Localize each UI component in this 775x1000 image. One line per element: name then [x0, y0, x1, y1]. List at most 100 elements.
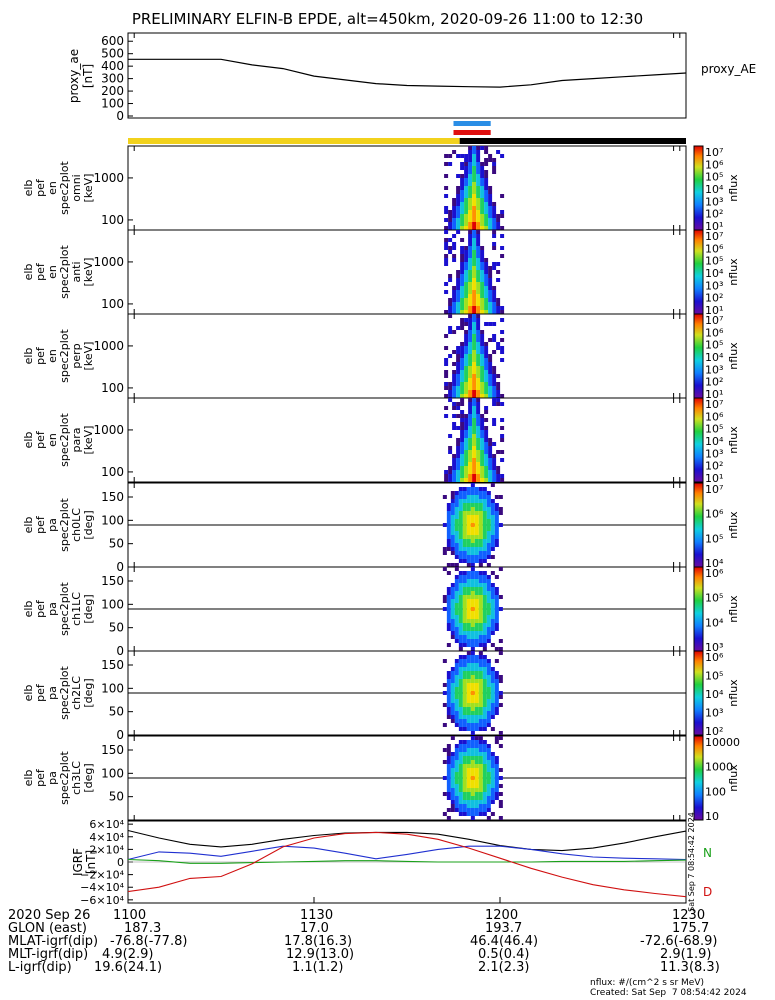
spec-cell	[500, 450, 505, 454]
spec-cell	[470, 531, 475, 535]
spec-cell	[480, 310, 485, 314]
spec-cell	[472, 334, 477, 338]
spec-cell	[490, 760, 495, 764]
spec-cell	[470, 519, 475, 523]
spec-cell	[474, 507, 479, 511]
spec-cell	[472, 182, 477, 186]
colorbar-tick-label: 10⁷	[705, 398, 723, 411]
spec-cell	[490, 571, 495, 575]
spec-cell	[450, 764, 455, 768]
spec-cell	[496, 306, 501, 310]
colorbar-tick-label: 10³	[705, 641, 723, 654]
spec-cell	[464, 162, 469, 166]
spec-cell	[460, 226, 465, 230]
spec-cell	[480, 390, 485, 394]
spec-cell	[496, 310, 501, 314]
spec-ylabel: para	[70, 428, 83, 453]
spec-cell	[452, 254, 457, 258]
spec-cell	[446, 675, 451, 679]
spec-cell	[496, 342, 501, 346]
spec-cell	[486, 587, 491, 591]
spec-cell	[490, 599, 495, 603]
spec-cell	[462, 615, 467, 619]
spec-cell	[494, 511, 499, 515]
spec-cell	[490, 583, 495, 587]
spec-cell	[448, 210, 453, 214]
spec-cell	[446, 571, 451, 575]
spec-ylabel: ch2LC	[70, 676, 83, 710]
spec-cell	[474, 667, 479, 671]
spec-cell	[464, 478, 469, 482]
spec-cell	[470, 691, 475, 695]
spec-cell	[484, 378, 489, 382]
spec-cell	[454, 535, 459, 539]
spec-cell	[476, 234, 481, 238]
spec-ylabel: ch0LC	[70, 508, 83, 542]
spec-cell	[494, 711, 499, 715]
spec-cell	[490, 511, 495, 515]
spec-cell	[482, 699, 487, 703]
spec-cell	[496, 218, 501, 222]
spec-cell	[470, 499, 475, 503]
spec-cell	[480, 462, 485, 466]
spec-cell	[468, 278, 473, 282]
colorbar-tick-label: 10⁵	[705, 592, 723, 605]
spec-cell	[464, 454, 469, 458]
spec-cell	[498, 776, 503, 780]
spec-cell	[462, 695, 467, 699]
spec-cell	[464, 210, 469, 214]
spec-cell	[450, 703, 455, 707]
spec-cell	[496, 382, 501, 386]
spec-cell	[484, 266, 489, 270]
spec-cell	[472, 174, 477, 178]
spec-cell	[480, 306, 485, 310]
spec-cell	[480, 270, 485, 274]
spec-cell	[446, 816, 451, 820]
spec-cell	[476, 250, 481, 254]
spec-cell	[486, 816, 491, 820]
spec-cell	[472, 234, 477, 238]
spec-cell	[478, 675, 483, 679]
spec-cell	[460, 350, 465, 354]
spec-cell	[474, 675, 479, 679]
spec-cell	[464, 290, 469, 294]
spec-cell	[460, 434, 465, 438]
colorbar-tick-label: 10²	[705, 460, 723, 473]
spec-cell	[450, 539, 455, 543]
spec-cell	[454, 635, 459, 639]
spec-cell	[464, 414, 469, 418]
spec-cell	[454, 748, 459, 752]
spec-cell	[470, 483, 475, 487]
spec-cell	[488, 454, 493, 458]
spec-cell	[458, 587, 463, 591]
spec-cell	[494, 515, 499, 519]
spec-cell	[456, 270, 461, 274]
igrf-series-line	[127, 845, 687, 861]
spec-cell	[446, 780, 451, 784]
spec-cell	[458, 619, 463, 623]
spec-cell	[498, 691, 503, 695]
spec-cell	[458, 808, 463, 812]
spec-cell	[462, 804, 467, 808]
spec-cell	[498, 784, 503, 788]
spec-cell	[452, 462, 457, 466]
colorbar	[693, 397, 704, 483]
spec-cell	[442, 595, 447, 599]
spec-ylabel: pef	[34, 515, 47, 534]
spec-cell	[462, 495, 467, 499]
spec-cell	[454, 595, 459, 599]
spec-cell	[458, 635, 463, 639]
spec-cell	[458, 643, 463, 647]
spec-cell	[458, 507, 463, 511]
spec-cell	[454, 788, 459, 792]
spec-cell	[468, 374, 473, 378]
spec-cell	[476, 402, 481, 406]
spec-cell	[482, 748, 487, 752]
spec-cell	[448, 302, 453, 306]
spec-cell	[500, 210, 505, 214]
spec-cell	[460, 270, 465, 274]
spec-cell	[472, 454, 477, 458]
spec-cell	[474, 627, 479, 631]
spec-cell	[450, 772, 455, 776]
spec-cell	[480, 470, 485, 474]
